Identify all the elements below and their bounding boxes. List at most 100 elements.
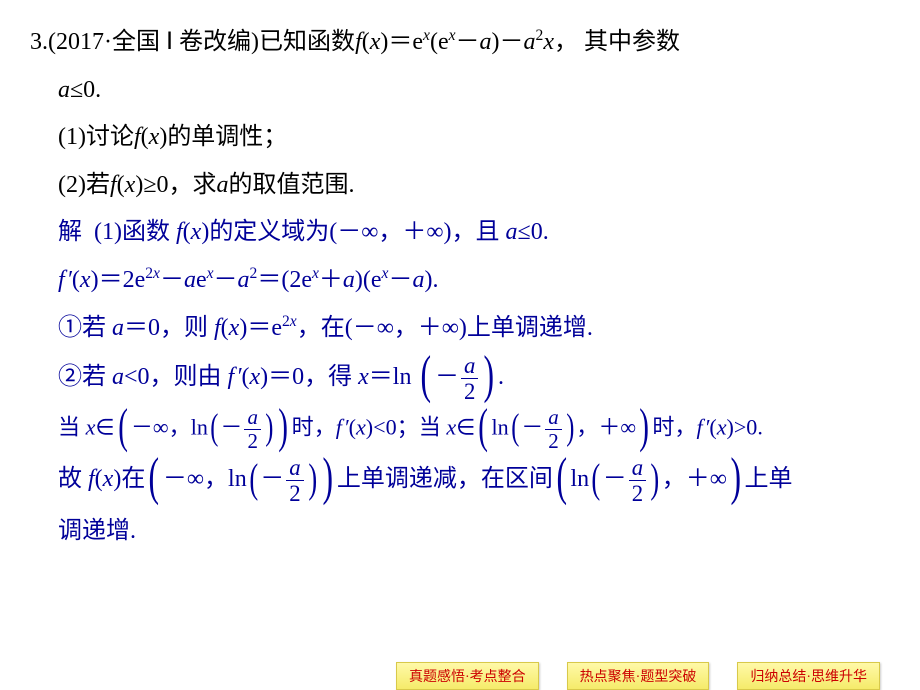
s4b: <0，则由 bbox=[124, 364, 228, 390]
x-q1: x bbox=[149, 124, 160, 150]
s2d: )(e bbox=[355, 267, 382, 293]
s5f: ∈ bbox=[456, 415, 475, 440]
exp-x-s2d: x bbox=[382, 265, 389, 282]
s6f: ，＋∞ bbox=[662, 466, 727, 492]
s3a: ①若 bbox=[58, 315, 112, 341]
s5j: >0. bbox=[734, 415, 763, 440]
footer-btn-2[interactable]: 热点聚焦·题型突破 bbox=[567, 662, 710, 690]
x-s3: x bbox=[229, 315, 240, 341]
s6g: 上单 bbox=[744, 466, 792, 492]
fx-s1: f bbox=[176, 219, 183, 245]
rparen-icon: ) bbox=[484, 360, 495, 392]
page-content: 3.(2017·全国 Ⅰ 卷改编)已知函数f(x)＝ex(ex－a)－a2x， … bbox=[0, 0, 920, 554]
rparen-icon-3: ) bbox=[265, 415, 273, 441]
exp-2x-s3: 2x bbox=[282, 313, 297, 330]
x-s1: x bbox=[191, 219, 202, 245]
lparen-icon-8: ( bbox=[556, 462, 567, 494]
x-s5c: x bbox=[446, 415, 456, 440]
fprime-s5: f ′ bbox=[336, 415, 349, 440]
fprime-s4: f ′ bbox=[228, 364, 242, 390]
a: a bbox=[480, 29, 492, 55]
rparen-icon-6: ) bbox=[323, 462, 334, 494]
s2: ＝2e bbox=[99, 267, 146, 293]
footer-btn-1[interactable]: 真题感悟·考点整合 bbox=[396, 662, 539, 690]
s5i: 时， bbox=[652, 415, 696, 440]
fx-q1: f bbox=[134, 124, 141, 150]
problem-cond: a≤0. bbox=[30, 68, 890, 114]
problem-number: 3. bbox=[30, 29, 48, 55]
lparen-icon: ( bbox=[421, 360, 432, 392]
s6e: ln bbox=[570, 466, 589, 492]
s6h: 调递增. bbox=[58, 518, 136, 544]
solution-line6: 故 f(x)在(－∞，ln(－a2))上单调递减，在区间(ln(－a2)，＋∞)… bbox=[30, 455, 890, 506]
x-s2: x bbox=[80, 267, 91, 293]
a-s2c: a bbox=[343, 267, 355, 293]
rparen-icon-5: ) bbox=[566, 415, 574, 441]
question-1: (1)讨论f(x)的单调性； bbox=[30, 115, 890, 161]
q2-mid: ≥0，求 bbox=[143, 172, 216, 198]
solution-line4: ②若 a<0，则由 f ′(x)＝0，得 x＝ln (－a2). bbox=[30, 353, 890, 404]
s1c: ≤0. bbox=[518, 219, 549, 245]
s6c: －∞，ln bbox=[163, 466, 247, 492]
s4d: ＝ln bbox=[369, 364, 412, 390]
rparen-icon-9: ) bbox=[651, 465, 660, 494]
s5h: ，＋∞ bbox=[576, 415, 636, 440]
solution-line3: ①若 a＝0，则 f(x)＝e2x，在(－∞，＋∞)上单调递增. bbox=[30, 306, 890, 352]
q1-prefix: (1)讨论 bbox=[58, 124, 134, 150]
fx-s3: f bbox=[214, 315, 221, 341]
s6b: 在 bbox=[121, 466, 145, 492]
frac-a2-3: a2 bbox=[545, 406, 561, 453]
x-s5d: x bbox=[717, 415, 727, 440]
exp-x2: x bbox=[449, 27, 456, 44]
q1-suffix: 的单调性； bbox=[167, 124, 287, 150]
s5b: ∈ bbox=[95, 415, 114, 440]
s3b: ＝0，则 bbox=[124, 315, 214, 341]
x-s5: x bbox=[86, 415, 96, 440]
a-s4: a bbox=[112, 364, 124, 390]
x-q2: x bbox=[125, 172, 136, 198]
frac-a2-1: a2 bbox=[461, 353, 478, 404]
rparen-icon-2: ) bbox=[279, 412, 289, 441]
stem-1a: 已知函数 bbox=[259, 29, 355, 55]
a-s2b: a bbox=[238, 267, 250, 293]
lparen-icon-7: ( bbox=[249, 465, 258, 494]
x: x bbox=[370, 29, 381, 55]
lparen-icon-9: ( bbox=[592, 465, 601, 494]
s5d: 时， bbox=[292, 415, 336, 440]
s5c: －∞，ln bbox=[131, 415, 208, 440]
s1a: (1)函数 bbox=[94, 219, 176, 245]
s6d: 上单调递减，在区间 bbox=[337, 466, 553, 492]
fx-s6: f bbox=[88, 466, 95, 492]
footer-nav: 真题感悟·考点整合 热点聚焦·题型突破 归纳总结·思维升华 bbox=[0, 662, 920, 690]
fx: f bbox=[355, 29, 362, 55]
s6a: 故 bbox=[58, 466, 88, 492]
x-s4: x bbox=[249, 364, 260, 390]
s5g: ln bbox=[492, 415, 509, 440]
footer-btn-3[interactable]: 归纳总结·思维升华 bbox=[737, 662, 880, 690]
a-cond: a bbox=[58, 77, 70, 103]
solution-label: 解 bbox=[58, 219, 82, 245]
s4a: ②若 bbox=[58, 364, 112, 390]
s5e: <0；当 bbox=[373, 415, 446, 440]
x-s4b: x bbox=[358, 364, 369, 390]
lparen-icon-3: ( bbox=[210, 415, 218, 441]
a2: a bbox=[524, 29, 536, 55]
q2-prefix: (2)若 bbox=[58, 172, 110, 198]
exp-x-s2c: x bbox=[312, 265, 319, 282]
q2-suffix: 的取值范围. bbox=[228, 172, 354, 198]
frac-a2-5: a2 bbox=[629, 455, 646, 506]
s3c: ＝e bbox=[247, 315, 282, 341]
stem-1b: 其中参数 bbox=[584, 29, 680, 55]
x2: x bbox=[543, 29, 554, 55]
frac-a2-4: a2 bbox=[286, 455, 303, 506]
solution-line2: f ′(x)＝2e2x－aex－a2＝(2ex＋a)(ex－a). bbox=[30, 258, 890, 304]
lparen-icon-2: ( bbox=[118, 412, 128, 441]
solution-line1: 解 (1)函数 f(x)的定义域为(－∞，＋∞)，且 a≤0. bbox=[30, 210, 890, 256]
rparen-icon-4: ) bbox=[639, 412, 649, 441]
solution-line5: 当 x∈(－∞，ln(－a2))时，f ′(x)<0；当 x∈(ln(－a2)，… bbox=[30, 406, 890, 453]
a-s2d: a bbox=[412, 267, 424, 293]
rparen-icon-8: ) bbox=[730, 462, 741, 494]
question-2: (2)若f(x)≥0，求a的取值范围. bbox=[30, 163, 890, 209]
cond-text: ≤0. bbox=[70, 77, 101, 103]
a-s2: a bbox=[184, 267, 196, 293]
